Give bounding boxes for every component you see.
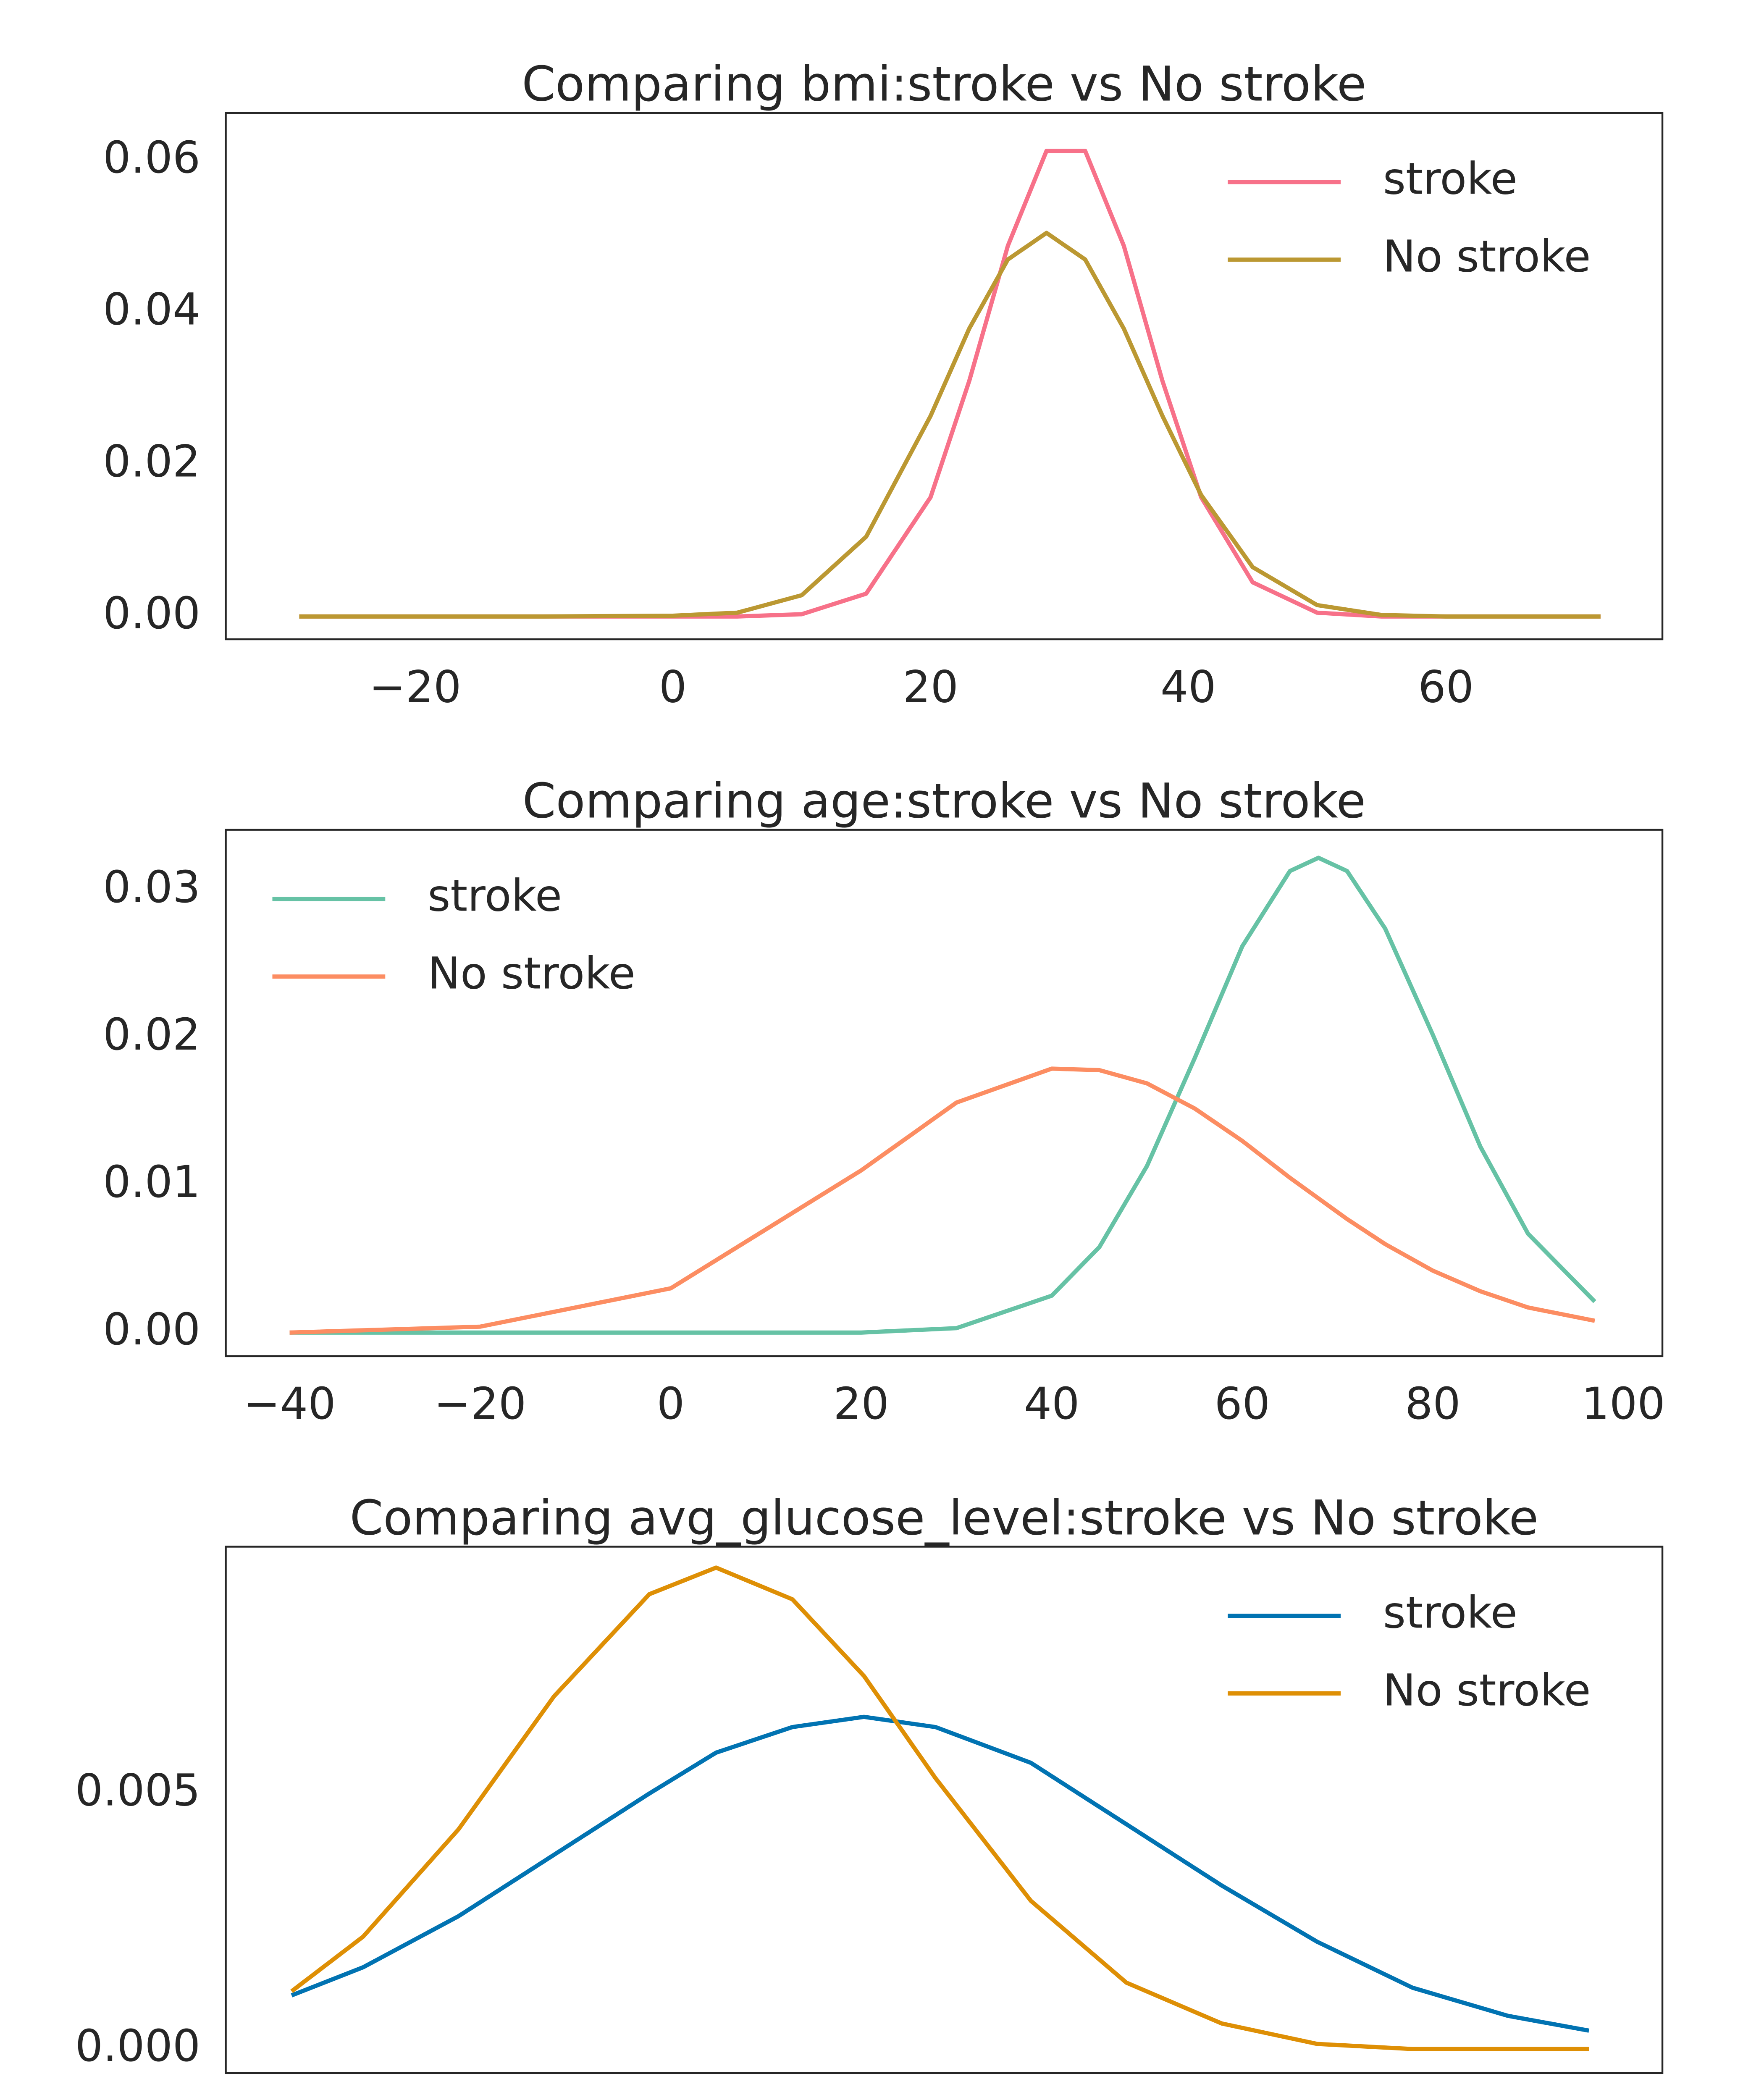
line-series — [291, 1714, 1590, 2033]
y-tick-label: 0.06 — [103, 132, 200, 183]
y-tick-label: 0.000 — [75, 2020, 200, 2071]
x-tick-label: 40 — [1160, 661, 1216, 712]
legend-label: No stroke — [1383, 231, 1591, 282]
x-tick-label: 40 — [1024, 1378, 1080, 1429]
x-tick-label: 60 — [1418, 661, 1474, 712]
x-tick-label: −40 — [244, 1378, 336, 1429]
x-tick-label: 0 — [657, 1378, 685, 1429]
legend-label: No stroke — [428, 948, 635, 999]
line-series — [290, 1565, 1589, 2051]
legend-label: stroke — [1383, 153, 1517, 205]
x-tick-label: −20 — [434, 1378, 526, 1429]
y-tick-label: 0.03 — [103, 861, 200, 913]
y-tick-label: 0.00 — [103, 1304, 200, 1355]
y-tick-label: 0.02 — [103, 1009, 200, 1060]
x-tick-label: 250 — [1371, 2095, 1454, 2100]
x-tick-label: 20 — [903, 661, 958, 712]
y-tick-label: 0.04 — [103, 284, 200, 335]
y-tick-label: 0.005 — [75, 1765, 200, 1816]
legend-label: stroke — [428, 870, 562, 921]
line-series — [299, 231, 1601, 619]
x-tick-label: 20 — [833, 1378, 889, 1429]
x-tick-label: 60 — [1215, 1378, 1270, 1429]
x-tick-label: 200 — [1132, 2095, 1216, 2100]
y-tick-label: 0.02 — [103, 436, 200, 487]
chart-title: Comparing bmi:stroke vs No stroke — [522, 56, 1366, 112]
line-series — [299, 149, 1601, 619]
line-series — [289, 1066, 1596, 1335]
x-tick-label: 50 — [431, 2095, 487, 2100]
chart-title: Comparing age:stroke vs No stroke — [522, 773, 1366, 829]
plot-frame — [225, 829, 1664, 1357]
chart-title: Comparing avg_glucose_level:stroke vs No… — [350, 1490, 1538, 1546]
legend-label: stroke — [1383, 1587, 1517, 1638]
y-tick-label: 0.00 — [103, 588, 200, 639]
x-tick-label: 150 — [894, 2095, 977, 2100]
x-tick-label: 100 — [1582, 1378, 1665, 1429]
y-tick-label: 0.01 — [103, 1156, 200, 1208]
plot-frame — [225, 112, 1664, 640]
x-tick-label: 0 — [659, 661, 687, 712]
plot-frame — [225, 1546, 1664, 2074]
x-tick-label: −20 — [369, 661, 462, 712]
legend-label: No stroke — [1383, 1664, 1591, 1716]
line-series — [289, 856, 1596, 1335]
x-tick-label: 300 — [1609, 2095, 1693, 2100]
x-tick-label: 80 — [1405, 1378, 1461, 1429]
x-tick-label: 100 — [655, 2095, 739, 2100]
